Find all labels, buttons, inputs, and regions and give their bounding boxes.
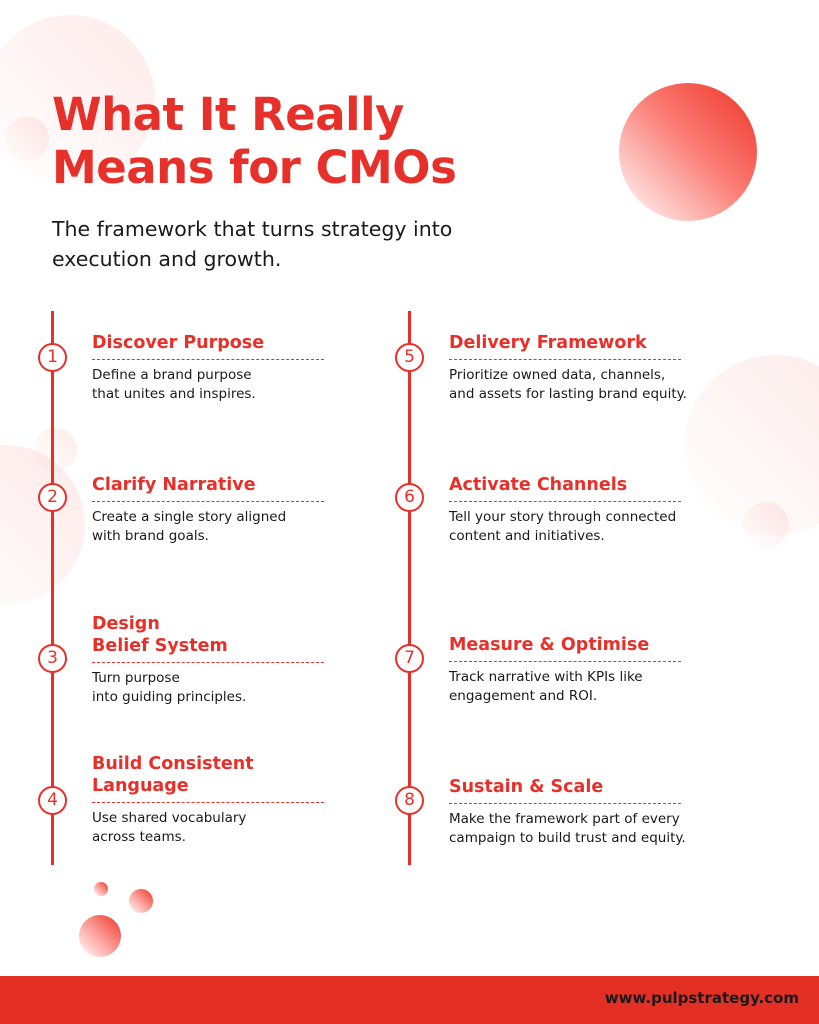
step-number-badge: 1 xyxy=(38,343,67,372)
step-title: Build Consistent Language xyxy=(92,754,254,796)
step-description: Tell your story through connected conten… xyxy=(449,509,677,544)
step-build-consistent-language: Build Consistent Language Use shared voc… xyxy=(92,753,342,847)
dashed-divider xyxy=(449,661,681,662)
dashed-divider xyxy=(92,802,324,803)
step-number-badge: 7 xyxy=(395,644,424,673)
step-description: Make the framework part of every campaig… xyxy=(449,811,686,846)
page-title: What It Really Means for CMOs xyxy=(52,88,457,194)
step-title: Discover Purpose xyxy=(92,333,265,353)
dashed-divider xyxy=(92,359,324,360)
step-activate-channels: Activate Channels Tell your story throug… xyxy=(449,474,729,546)
footer-bar: www.pulpstrategy.com xyxy=(0,976,819,1024)
dashed-divider xyxy=(92,501,324,502)
decorative-bubble-medium xyxy=(129,889,153,913)
step-sustain-scale: Sustain & Scale Make the framework part … xyxy=(449,776,729,848)
title-line-2: Means for CMOs xyxy=(52,141,457,194)
title-line-1: What It Really xyxy=(52,88,404,141)
step-title: Sustain & Scale xyxy=(449,777,604,797)
dashed-divider xyxy=(449,501,681,502)
decorative-circle-left-large xyxy=(0,445,85,605)
website-link[interactable]: www.pulpstrategy.com xyxy=(604,989,799,1007)
timeline-line-left xyxy=(51,311,54,865)
timeline-line-right xyxy=(408,311,411,865)
step-title: Activate Channels xyxy=(449,475,628,495)
step-discover-purpose: Discover Purpose Define a brand purpose … xyxy=(92,332,342,404)
step-delivery-framework: Delivery Framework Prioritize owned data… xyxy=(449,332,729,404)
step-description: Turn purpose into guiding principles. xyxy=(92,670,247,705)
step-number-badge: 5 xyxy=(395,343,424,372)
decorative-bubble-large xyxy=(79,915,121,957)
step-number-badge: 8 xyxy=(395,786,424,815)
subtitle-line-2: execution and growth. xyxy=(52,247,282,271)
dashed-divider xyxy=(92,662,324,663)
step-title: Design Belief System xyxy=(92,614,228,656)
decorative-circle-top-right xyxy=(619,83,757,221)
dashed-divider xyxy=(449,803,681,804)
decorative-bubble-tiny xyxy=(94,882,108,896)
step-title: Delivery Framework xyxy=(449,333,647,353)
step-number-badge: 2 xyxy=(38,483,67,512)
step-description: Track narrative with KPIs like engagemen… xyxy=(449,669,643,704)
step-description: Create a single story aligned with brand… xyxy=(92,509,287,544)
decorative-circle-top-left-large xyxy=(0,15,155,185)
decorative-circle-left-small xyxy=(33,428,77,472)
decorative-circle-right-large xyxy=(685,355,819,535)
step-title: Measure & Optimise xyxy=(449,635,650,655)
decorative-circle-top-left-small xyxy=(5,117,49,161)
step-number-badge: 6 xyxy=(395,483,424,512)
step-design-belief-system: Design Belief System Turn purpose into g… xyxy=(92,613,342,707)
subtitle-line-1: The framework that turns strategy into xyxy=(52,217,453,241)
step-number-badge: 4 xyxy=(38,786,67,815)
step-measure-optimise: Measure & Optimise Track narrative with … xyxy=(449,634,729,706)
page-subtitle: The framework that turns strategy into e… xyxy=(52,214,452,274)
step-title: Clarify Narrative xyxy=(92,475,256,495)
decorative-circle-right-small xyxy=(743,502,789,548)
step-description: Prioritize owned data, channels, and ass… xyxy=(449,367,687,402)
step-description: Use shared vocabulary across teams. xyxy=(92,810,247,845)
step-number-badge: 3 xyxy=(38,644,67,673)
step-description: Define a brand purpose that unites and i… xyxy=(92,367,256,402)
step-clarify-narrative: Clarify Narrative Create a single story … xyxy=(92,474,342,546)
dashed-divider xyxy=(449,359,681,360)
